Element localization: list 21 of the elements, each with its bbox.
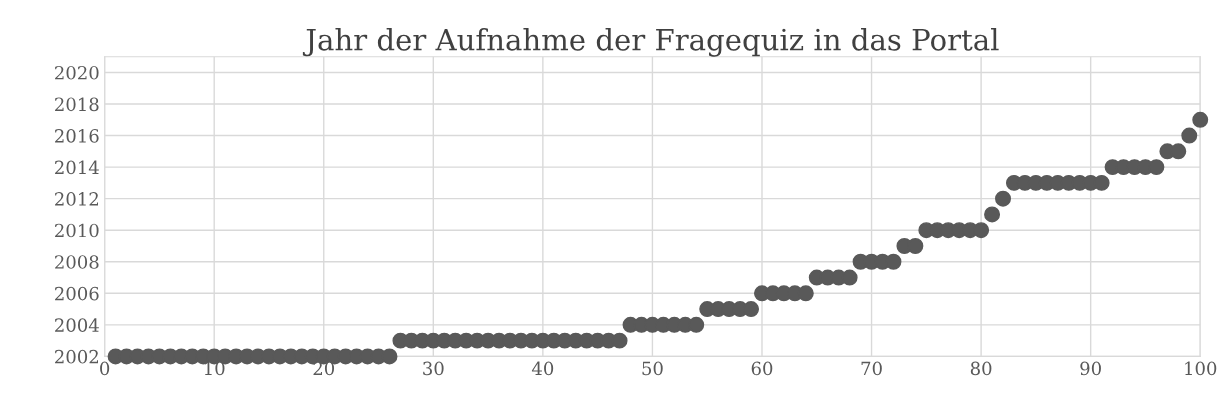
- x-tick-label: 80: [970, 361, 992, 376]
- x-tick-label: 30: [423, 361, 444, 376]
- x-tick-label: 100: [1185, 361, 1217, 376]
- y-tick-label: 2012: [55, 192, 98, 206]
- x-tick-label: 0: [100, 361, 110, 376]
- x-tick-label: 70: [861, 361, 882, 376]
- y-tick-label: 2014: [55, 160, 99, 175]
- x-tick-label: 90: [1080, 361, 1101, 376]
- y-tick-label: 2018: [55, 97, 99, 112]
- chart-title: Jahr der Aufnahme der Fragequiz in das Portal: [302, 28, 999, 57]
- y-tick-label: 2002: [55, 349, 98, 364]
- x-tick-label: 50: [642, 361, 663, 376]
- x-tick-label: 60: [751, 361, 773, 376]
- x-tick-label: 40: [531, 361, 554, 376]
- y-tick-label: 2008: [55, 255, 99, 269]
- y-tick-label: 2006: [55, 286, 99, 301]
- y-tick-label: 2010: [55, 223, 99, 238]
- y-tick-label: 2004: [55, 318, 99, 332]
- y-tick-label: 2016: [55, 129, 99, 143]
- x-tick-label: 10: [204, 361, 225, 376]
- y-tick-label: 2020: [55, 65, 99, 80]
